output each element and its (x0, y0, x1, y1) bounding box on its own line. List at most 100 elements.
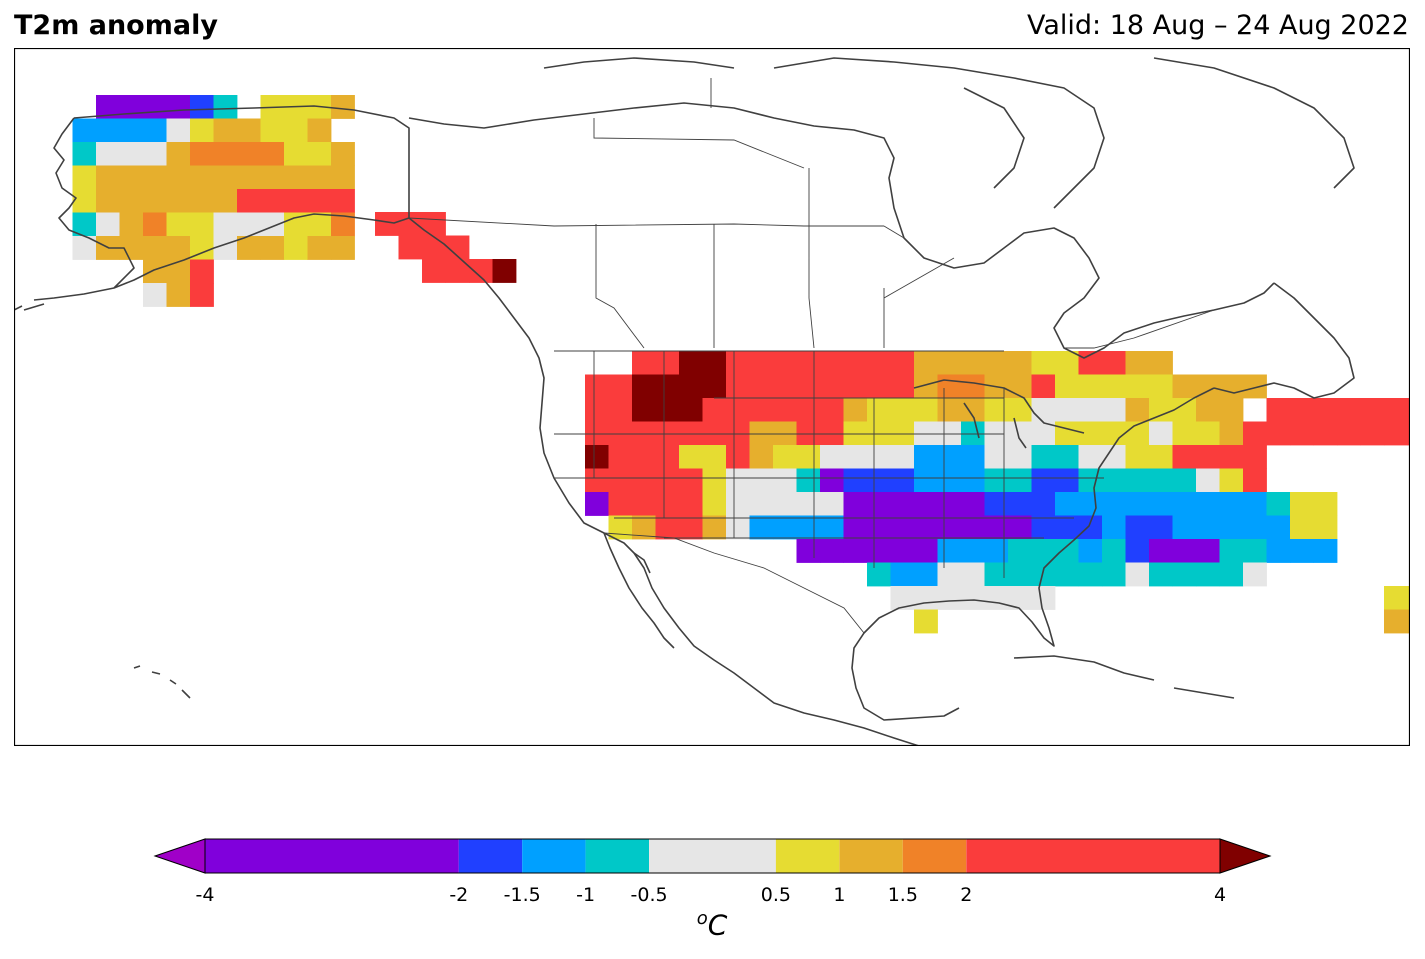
conus-cell (1196, 492, 1220, 516)
conus-cell (585, 398, 609, 422)
conus-cell (1102, 351, 1126, 375)
conus-cell (1243, 445, 1267, 469)
colorbar-segment (205, 839, 459, 873)
conus-cell (1078, 468, 1103, 493)
conus-cell (1407, 398, 1410, 422)
alaska-cell (213, 95, 238, 119)
conus-cell (1055, 468, 1079, 493)
alaska-cell (237, 118, 261, 143)
conus-cell (1008, 515, 1032, 540)
conus-cell (608, 492, 633, 516)
conus-cell (796, 515, 821, 540)
conus-cell (796, 445, 821, 469)
conus-cell (1008, 398, 1032, 422)
alaska-cell (166, 259, 191, 284)
conus-cell (749, 468, 774, 493)
conus-cell (914, 421, 938, 446)
alaska-cell (213, 165, 238, 190)
conus-cell (867, 468, 891, 493)
conus-cell (1219, 398, 1244, 422)
conus-cell (1384, 609, 1408, 634)
alaska-cell (143, 236, 167, 260)
panhandle-cell (422, 212, 446, 236)
alaska-cell (307, 165, 332, 190)
conus-cell (1078, 539, 1103, 563)
conus-cell (1196, 539, 1220, 563)
conus-cell (1266, 492, 1291, 516)
conus-cell (632, 515, 656, 540)
conus-cell (820, 492, 844, 516)
conus-cell (1290, 492, 1314, 516)
colorbar (153, 838, 1272, 874)
alaska-cell (260, 189, 285, 213)
conus-cell (1243, 492, 1267, 516)
conus-cell (890, 562, 915, 587)
conus-cell (726, 398, 750, 422)
conus-cell (1172, 421, 1197, 446)
conus-cell (1055, 421, 1079, 446)
conus-cell (937, 421, 962, 446)
conus-cell (632, 445, 656, 469)
conus-cell (1149, 468, 1173, 493)
conus-cell (1172, 374, 1197, 399)
alaska-cell (166, 142, 191, 166)
conus-cell (679, 445, 703, 469)
conus-cell (843, 515, 868, 540)
panhandle-cell (492, 259, 517, 283)
conus-cell (1102, 445, 1126, 469)
conus-cell (632, 492, 656, 516)
panhandle-cell (445, 259, 470, 283)
anomaly-map (14, 48, 1410, 746)
conus-cell (655, 374, 680, 399)
conus-cell (1031, 445, 1056, 469)
conus-cell (1125, 398, 1150, 422)
alaska-cell (190, 283, 214, 307)
conus-cell (1219, 445, 1244, 469)
conus-cell (655, 445, 680, 469)
conus-cell (984, 445, 1009, 469)
conus-cell (937, 515, 962, 540)
conus-cell (914, 445, 938, 469)
conus-cell (1172, 445, 1197, 469)
alaska-cell (190, 118, 214, 143)
conus-cell (984, 351, 1009, 375)
conus-cell (1172, 562, 1197, 587)
conus-cell (1031, 492, 1056, 516)
alaska-cell (190, 165, 214, 190)
conus-cell (843, 421, 868, 446)
alaska-cell (119, 95, 144, 119)
alaska-cell (284, 118, 308, 143)
alaska-cell (260, 142, 285, 166)
conus-cell (1243, 539, 1267, 563)
conus-cell (914, 539, 938, 563)
alaska-cell (119, 189, 144, 213)
alaska-cell (166, 236, 191, 260)
conus-cell (820, 351, 844, 375)
conus-cell (749, 492, 774, 516)
alaska-cell (237, 142, 261, 166)
alaska-cell (331, 212, 355, 237)
conus-cell (702, 421, 727, 446)
conus-cell (867, 539, 891, 563)
conus-cell (1196, 398, 1220, 422)
alaska-cell (166, 165, 191, 190)
alaska-cell (331, 142, 355, 166)
alaska-cell (72, 165, 97, 190)
alaska-cell (143, 142, 167, 166)
conus-cell (1313, 492, 1338, 516)
conus-cell (632, 374, 656, 399)
panhandle-cell (398, 212, 423, 236)
conus-cell (890, 351, 915, 375)
conus-cell (679, 351, 703, 375)
colorbar-segment (839, 839, 903, 873)
alaska-cell (72, 118, 97, 143)
conus-cell (749, 515, 774, 540)
alaska-cell (119, 142, 144, 166)
conus-cell (1031, 539, 1056, 563)
conus-cell (843, 468, 868, 493)
alaska-cell (166, 118, 191, 143)
conus-cell (1125, 492, 1150, 516)
conus-cell (1266, 398, 1291, 422)
conus-cell (890, 468, 915, 493)
conus-cell (1196, 445, 1220, 469)
